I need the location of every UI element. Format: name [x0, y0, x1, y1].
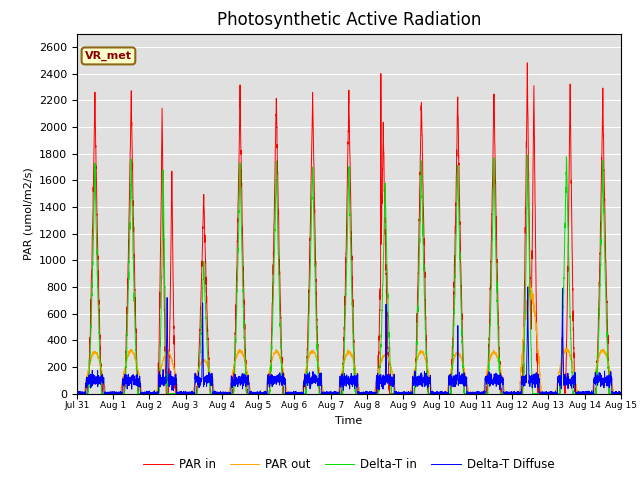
- PAR in: [328, 391, 336, 396]
- PAR in: [502, 391, 509, 396]
- Delta-T in: [328, 391, 336, 396]
- Delta-T in: [73, 391, 81, 396]
- Delta-T Diffuse: [616, 391, 624, 396]
- Y-axis label: PAR (umol/m2/s): PAR (umol/m2/s): [23, 167, 33, 260]
- Delta-T in: [524, 152, 532, 158]
- Text: VR_met: VR_met: [85, 51, 132, 61]
- PAR in: [617, 391, 625, 396]
- Delta-T in: [171, 391, 179, 396]
- PAR out: [328, 391, 336, 396]
- PAR out: [73, 391, 81, 396]
- Delta-T Diffuse: [329, 389, 337, 395]
- X-axis label: Time: Time: [335, 416, 362, 426]
- Delta-T in: [502, 391, 509, 396]
- PAR in: [524, 60, 531, 66]
- Delta-T in: [616, 391, 624, 396]
- Line: Delta-T Diffuse: Delta-T Diffuse: [77, 287, 621, 394]
- Delta-T in: [617, 391, 625, 396]
- PAR out: [616, 391, 624, 396]
- Delta-T in: [440, 391, 448, 396]
- PAR out: [617, 391, 625, 396]
- PAR in: [171, 360, 179, 365]
- Delta-T Diffuse: [617, 391, 625, 396]
- Delta-T Diffuse: [171, 378, 179, 384]
- Title: Photosynthetic Active Radiation: Photosynthetic Active Radiation: [216, 11, 481, 29]
- PAR in: [440, 391, 448, 396]
- Delta-T Diffuse: [75, 391, 83, 396]
- PAR in: [471, 391, 479, 396]
- Delta-T Diffuse: [502, 391, 509, 396]
- PAR out: [471, 391, 479, 396]
- PAR in: [616, 391, 624, 396]
- Delta-T Diffuse: [524, 284, 532, 290]
- PAR out: [171, 370, 179, 375]
- Delta-T Diffuse: [441, 391, 449, 396]
- Line: PAR in: PAR in: [77, 63, 621, 394]
- PAR out: [440, 391, 448, 396]
- Legend: PAR in, PAR out, Delta-T in, Delta-T Diffuse: PAR in, PAR out, Delta-T in, Delta-T Dif…: [138, 454, 559, 476]
- Delta-T Diffuse: [471, 390, 479, 396]
- Delta-T Diffuse: [73, 389, 81, 395]
- PAR in: [73, 391, 81, 396]
- Line: Delta-T in: Delta-T in: [77, 155, 621, 394]
- PAR out: [527, 281, 534, 287]
- Delta-T in: [471, 391, 479, 396]
- Line: PAR out: PAR out: [77, 284, 621, 394]
- PAR out: [502, 391, 509, 396]
